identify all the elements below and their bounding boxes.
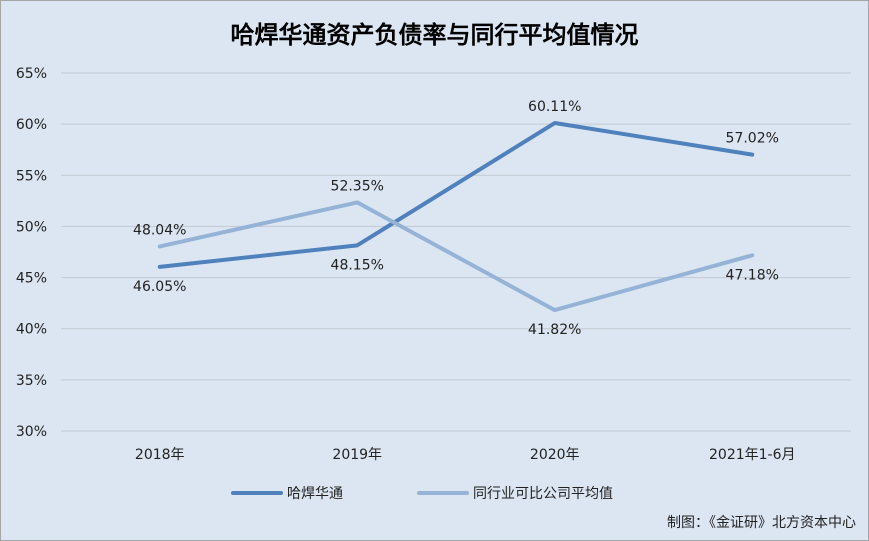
source-credit: 制图：《金证研》北方资本中心 (667, 515, 856, 531)
data-label: 46.05% (133, 279, 186, 295)
y-tick-label: 50% (16, 219, 47, 235)
y-tick-label: 55% (16, 168, 47, 184)
y-tick-label: 45% (16, 271, 47, 287)
x-tick-label: 2019年 (332, 447, 382, 463)
data-label: 60.11% (528, 99, 581, 115)
series-line-2 (157, 200, 755, 313)
x-tick-label: 2020年 (530, 447, 580, 463)
data-label: 48.04% (133, 222, 186, 238)
legend: 哈焊华通 同行业可比公司平均值 (231, 486, 613, 502)
grid-layer (61, 72, 851, 432)
legend-label: 哈焊华通 (287, 486, 343, 502)
chart-title: 哈焊华通资产负债率与同行平均值情况 (230, 21, 639, 49)
data-label: 57.02% (726, 131, 779, 147)
y-tick-label: 40% (16, 322, 47, 338)
data-label: 48.15% (331, 257, 384, 273)
y-tick-label: 65% (16, 66, 47, 82)
y-tick-label: 35% (16, 373, 47, 389)
y-tick-label: 60% (16, 117, 47, 133)
x-tick-label: 2021年1-6月 (709, 447, 796, 463)
legend-label: 同行业可比公司平均值 (473, 486, 613, 502)
series-line-1 (157, 121, 755, 269)
data-label: 47.18% (726, 267, 779, 283)
x-axis-ticks: 2018年 2019年 2020年 2021年1-6月 (135, 447, 796, 463)
data-labels: 46.05% 48.15% 60.11% 57.02% 48.04% 52.35% 41.8… (133, 99, 779, 338)
y-axis-ticks: 30% 35% 40% 45% 50% 55% 60% 65% (16, 66, 47, 440)
y-tick-label: 30% (16, 424, 47, 440)
series-layer (157, 121, 755, 313)
data-label: 52.35% (331, 178, 384, 194)
data-label: 41.82% (528, 322, 581, 338)
x-tick-label: 2018年 (135, 447, 185, 463)
